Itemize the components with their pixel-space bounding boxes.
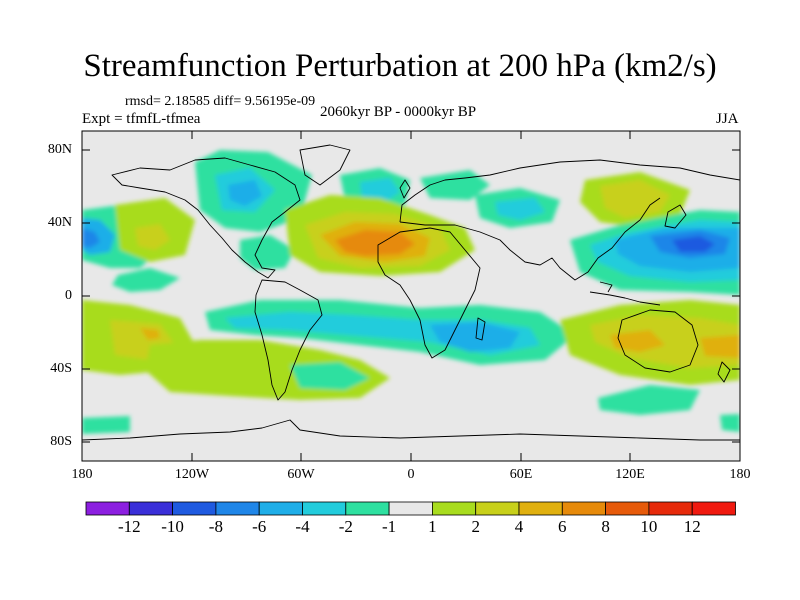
x-axis-label: 120W (174, 467, 210, 482)
colorbar-box (518, 501, 563, 516)
contour-region (672, 236, 715, 252)
colorbar-box (691, 501, 736, 516)
coastline-eurasia (399, 159, 740, 281)
coastline-australia (617, 309, 699, 373)
colorbar-label: -6 (252, 517, 267, 536)
season-label: JJA (716, 111, 739, 127)
contour-fill (82, 144, 740, 441)
colorbar-box (345, 501, 390, 516)
y-axis-label: 0 (65, 288, 72, 303)
colorbar-box (561, 501, 606, 516)
contour-region (140, 328, 160, 340)
colorbar-label: -12 (117, 517, 141, 536)
coastline-japan (664, 204, 687, 229)
y-axis-label: 80N (47, 142, 72, 157)
contour-region (135, 224, 170, 250)
colorbar-box (605, 501, 650, 516)
x-axis-label: 180 (729, 467, 751, 482)
contour-region (598, 385, 700, 415)
contour-region (600, 180, 670, 218)
colorbar-box (215, 501, 260, 516)
colorbar-box (388, 501, 433, 516)
period-label: 2060kyr BP - 0000kyr BP (320, 104, 477, 120)
colorbar-label: 2 (471, 517, 480, 536)
colorbar-label: -4 (295, 517, 310, 536)
coastline-new-zealand (717, 361, 731, 383)
contour-region (240, 235, 295, 270)
contour-region (290, 362, 370, 390)
coastline-britain (399, 179, 411, 199)
colorbar-label: -10 (161, 517, 184, 536)
contour-region (228, 180, 262, 206)
axis-ticks (81, 131, 741, 461)
contour-region (82, 416, 130, 434)
colorbar-label: 8 (601, 517, 610, 536)
contour-region (610, 330, 665, 352)
coastline-antarctica (82, 419, 740, 441)
colorbar-box (648, 501, 693, 516)
y-axis-label: 40S (50, 361, 72, 376)
x-axis-label: 180 (71, 467, 93, 482)
colorbar-box (172, 501, 217, 516)
colorbar-label: 1 (428, 517, 437, 536)
y-axis-label: 40N (47, 215, 72, 230)
coastline-indonesia (589, 281, 661, 306)
colorbar-label: 12 (683, 517, 701, 536)
colorbar-box (128, 501, 174, 516)
colorbar-label: 10 (640, 517, 658, 536)
colorbar-label: -2 (338, 517, 353, 536)
coastline-madagascar (475, 317, 486, 341)
colorbar-box (85, 501, 130, 516)
x-axis-label: 60W (287, 467, 315, 482)
colorbar-box (258, 501, 303, 516)
y-axis-label: 80S (50, 434, 72, 449)
contour-region (720, 414, 740, 432)
coastline-north-america (111, 157, 301, 279)
contour-region (495, 198, 545, 220)
colorbar-box (475, 501, 520, 516)
colorbar-label: 4 (514, 517, 524, 536)
stats-text: rmsd= 2.18585 diff= 9.56195e-09 (125, 94, 316, 109)
contour-region (430, 322, 520, 352)
chart-title: Streamfunction Perturbation at 200 hPa (… (83, 48, 717, 84)
contour-region (82, 228, 100, 248)
colorbar-label: 6 (558, 517, 567, 536)
colorbar (85, 501, 736, 516)
coastline-africa (377, 227, 481, 359)
contour-region (112, 268, 180, 292)
colorbar-label: -8 (208, 517, 223, 536)
x-axis-label: 120E (615, 467, 645, 482)
coastline-south-america (254, 279, 323, 401)
x-axis-label: 60E (509, 467, 533, 482)
colorbar-box (431, 501, 477, 516)
x-axis-label: 0 (407, 467, 415, 482)
coastlines (82, 144, 740, 441)
contour-region (335, 230, 415, 256)
colorbar-box (302, 501, 347, 516)
colorbar-label: -1 (382, 517, 397, 536)
experiment-label: Expt = tfmfL-tfmea (82, 111, 201, 127)
contour-region (590, 315, 740, 368)
contour-region (360, 178, 400, 202)
contour-region (700, 335, 740, 358)
coastline-greenland (299, 144, 351, 186)
